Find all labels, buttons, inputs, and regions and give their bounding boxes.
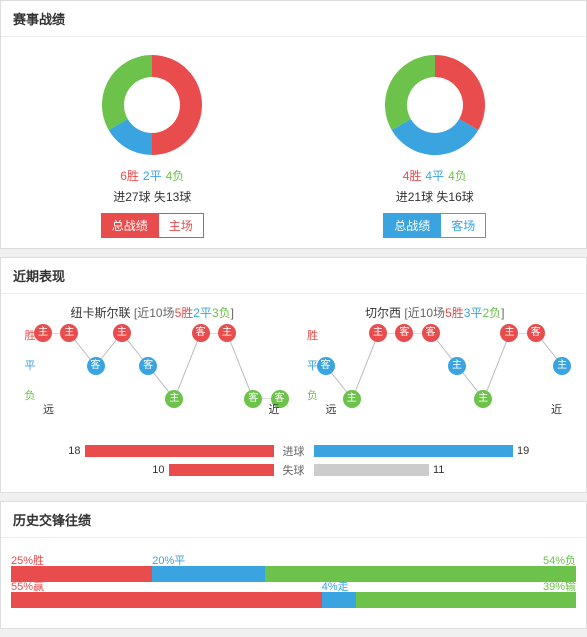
donut-left	[102, 55, 202, 155]
x-near: 近	[551, 401, 562, 417]
goals-right: 进21球 失16球	[294, 188, 577, 205]
form-bars: 18进球1910失球11	[11, 443, 576, 478]
h2h-row: 25%胜20%平54%负	[11, 566, 576, 582]
form-dot: 主	[448, 357, 466, 375]
form-dot: 客	[527, 324, 545, 342]
panel-records-title: 赛事战绩	[1, 1, 586, 37]
panel-form-title: 近期表现	[1, 258, 586, 294]
tab-button[interactable]: 总战绩	[101, 213, 159, 238]
form-dot: 客	[395, 324, 413, 342]
form-dot: 主	[218, 324, 236, 342]
form-dot: 客	[244, 390, 262, 408]
records-left: 6胜2平4负 进27球 失13球 总战绩主场	[11, 47, 294, 238]
form-title-left: 纽卡斯尔联 [近10场5胜2平3负]	[11, 304, 294, 321]
x-far: 远	[43, 401, 54, 417]
form-dot: 主	[343, 390, 361, 408]
form-dot: 主	[165, 390, 183, 408]
form-chart-right: 胜平负 客主主客客主主主客主 远 近	[304, 327, 567, 417]
form-dot: 客	[422, 324, 440, 342]
form-dot: 主	[500, 324, 518, 342]
panel-form: 近期表现 纽卡斯尔联 [近10场5胜2平3负] 胜平负 主主客主客主客主客客 远…	[0, 257, 587, 493]
form-dot: 主	[474, 390, 492, 408]
form-dot: 主	[553, 357, 571, 375]
panel-records: 赛事战绩 6胜2平4负 进27球 失13球 总战绩主场 4胜4平4负 进21球 …	[0, 0, 587, 249]
panel-h2h: 历史交锋往绩 25%胜20%平54%负 55%赢4%走39%输5btq.com	[0, 501, 587, 629]
tab-button[interactable]: 主场	[159, 213, 204, 238]
form-dot: 主	[369, 324, 387, 342]
goals-left: 进27球 失13球	[11, 188, 294, 205]
form-dot: 主	[60, 324, 78, 342]
donut-right	[385, 55, 485, 155]
tab-button[interactable]: 客场	[441, 213, 486, 238]
records-right: 4胜4平4负 进21球 失16球 总战绩客场	[294, 47, 577, 238]
form-dot: 主	[113, 324, 131, 342]
form-dot: 主	[34, 324, 52, 342]
x-near: 近	[269, 401, 280, 417]
wdl-right: 4胜4平4负	[294, 167, 577, 184]
tab-button[interactable]: 总战绩	[383, 213, 441, 238]
form-dot: 客	[317, 357, 335, 375]
buttons-right: 总战绩客场	[294, 213, 577, 238]
form-chart-left: 胜平负 主主客主客主客主客客 远 近	[21, 327, 284, 417]
form-dot: 客	[192, 324, 210, 342]
x-far: 远	[326, 401, 337, 417]
buttons-left: 总战绩主场	[11, 213, 294, 238]
form-title-right: 切尔西 [近10场5胜3平2负]	[294, 304, 577, 321]
h2h-row: 55%赢4%走39%输	[11, 592, 576, 608]
panel-h2h-title: 历史交锋往绩	[1, 502, 586, 538]
form-dot: 客	[139, 357, 157, 375]
form-right: 切尔西 [近10场5胜3平2负] 胜平负 客主主客客主主主客主 远 近	[294, 304, 577, 439]
watermark: 5btq.com	[499, 608, 578, 626]
form-dot: 客	[87, 357, 105, 375]
form-left: 纽卡斯尔联 [近10场5胜2平3负] 胜平负 主主客主客主客主客客 远 近	[11, 304, 294, 439]
wdl-left: 6胜2平4负	[11, 167, 294, 184]
